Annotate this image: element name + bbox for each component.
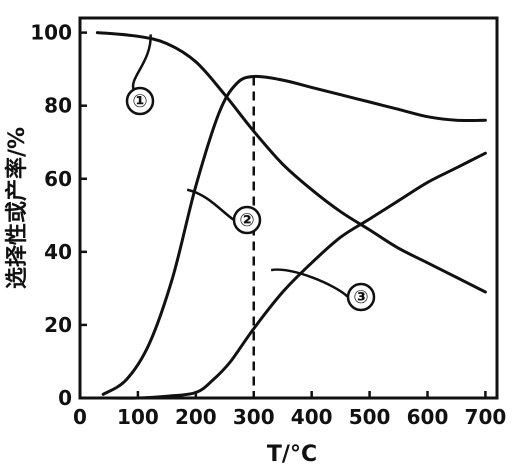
x-tick-label: 200 xyxy=(175,405,217,429)
y-tick-label: 0 xyxy=(58,386,72,410)
series-line-2 xyxy=(101,74,487,396)
x-tick-label: 700 xyxy=(465,405,507,429)
series-leader xyxy=(186,188,235,222)
x-axis-title: T/°C xyxy=(267,442,317,467)
series-layer xyxy=(95,31,487,400)
series-label: ① xyxy=(132,91,147,112)
y-tick-label: 40 xyxy=(44,240,72,264)
x-tick-label: 300 xyxy=(233,405,275,429)
series-label: ② xyxy=(239,210,254,231)
marker-layer: ① ② ③ xyxy=(125,34,376,312)
y-tick-label: 80 xyxy=(44,94,72,118)
y-tick-label: 20 xyxy=(44,313,72,337)
plot-frame xyxy=(78,16,499,400)
series-label-circle xyxy=(232,205,262,235)
series-label-circle xyxy=(346,282,376,312)
y-axis-title: 选择性或产率/% xyxy=(4,127,30,289)
series-line-3 xyxy=(101,151,487,400)
y-tick-label: 100 xyxy=(30,21,72,45)
x-tick-label: 500 xyxy=(349,405,391,429)
x-tick-label: 0 xyxy=(73,405,87,429)
y-tick-label: 60 xyxy=(44,167,72,191)
x-tick-label: 100 xyxy=(117,405,159,429)
x-tick-label: 400 xyxy=(291,405,333,429)
series-label: ③ xyxy=(353,287,368,308)
series-leader xyxy=(131,34,152,91)
x-tick-label: 600 xyxy=(407,405,449,429)
series-line-1 xyxy=(95,31,487,294)
series-label-circle xyxy=(125,86,155,116)
tick-layer: 0 100 200 300 400 500 600 700 0 20 40 60 80 100 xyxy=(30,21,506,429)
series-leader xyxy=(270,268,349,298)
